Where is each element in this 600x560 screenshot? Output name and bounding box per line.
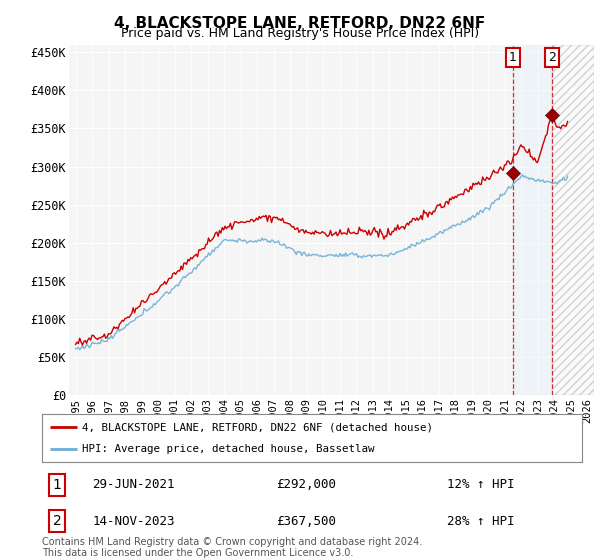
Text: £367,500: £367,500 [277,515,337,528]
Text: Contains HM Land Registry data © Crown copyright and database right 2024.
This d: Contains HM Land Registry data © Crown c… [42,536,422,558]
Text: Price paid vs. HM Land Registry's House Price Index (HPI): Price paid vs. HM Land Registry's House … [121,27,479,40]
Text: 1: 1 [53,478,62,492]
Text: 14-NOV-2023: 14-NOV-2023 [92,515,175,528]
Text: 2: 2 [53,514,61,529]
Text: 1: 1 [509,51,517,64]
Text: 4, BLACKSTOPE LANE, RETFORD, DN22 6NF (detached house): 4, BLACKSTOPE LANE, RETFORD, DN22 6NF (d… [83,422,433,432]
Text: 28% ↑ HPI: 28% ↑ HPI [447,515,515,528]
Text: 2: 2 [548,51,556,64]
Text: £292,000: £292,000 [277,478,337,492]
Bar [513,45,552,395]
Text: HPI: Average price, detached house, Bassetlaw: HPI: Average price, detached house, Bass… [83,444,375,454]
Text: 4, BLACKSTOPE LANE, RETFORD, DN22 6NF: 4, BLACKSTOPE LANE, RETFORD, DN22 6NF [115,16,485,31]
Text: 12% ↑ HPI: 12% ↑ HPI [447,478,515,492]
Text: 29-JUN-2021: 29-JUN-2021 [92,478,175,492]
